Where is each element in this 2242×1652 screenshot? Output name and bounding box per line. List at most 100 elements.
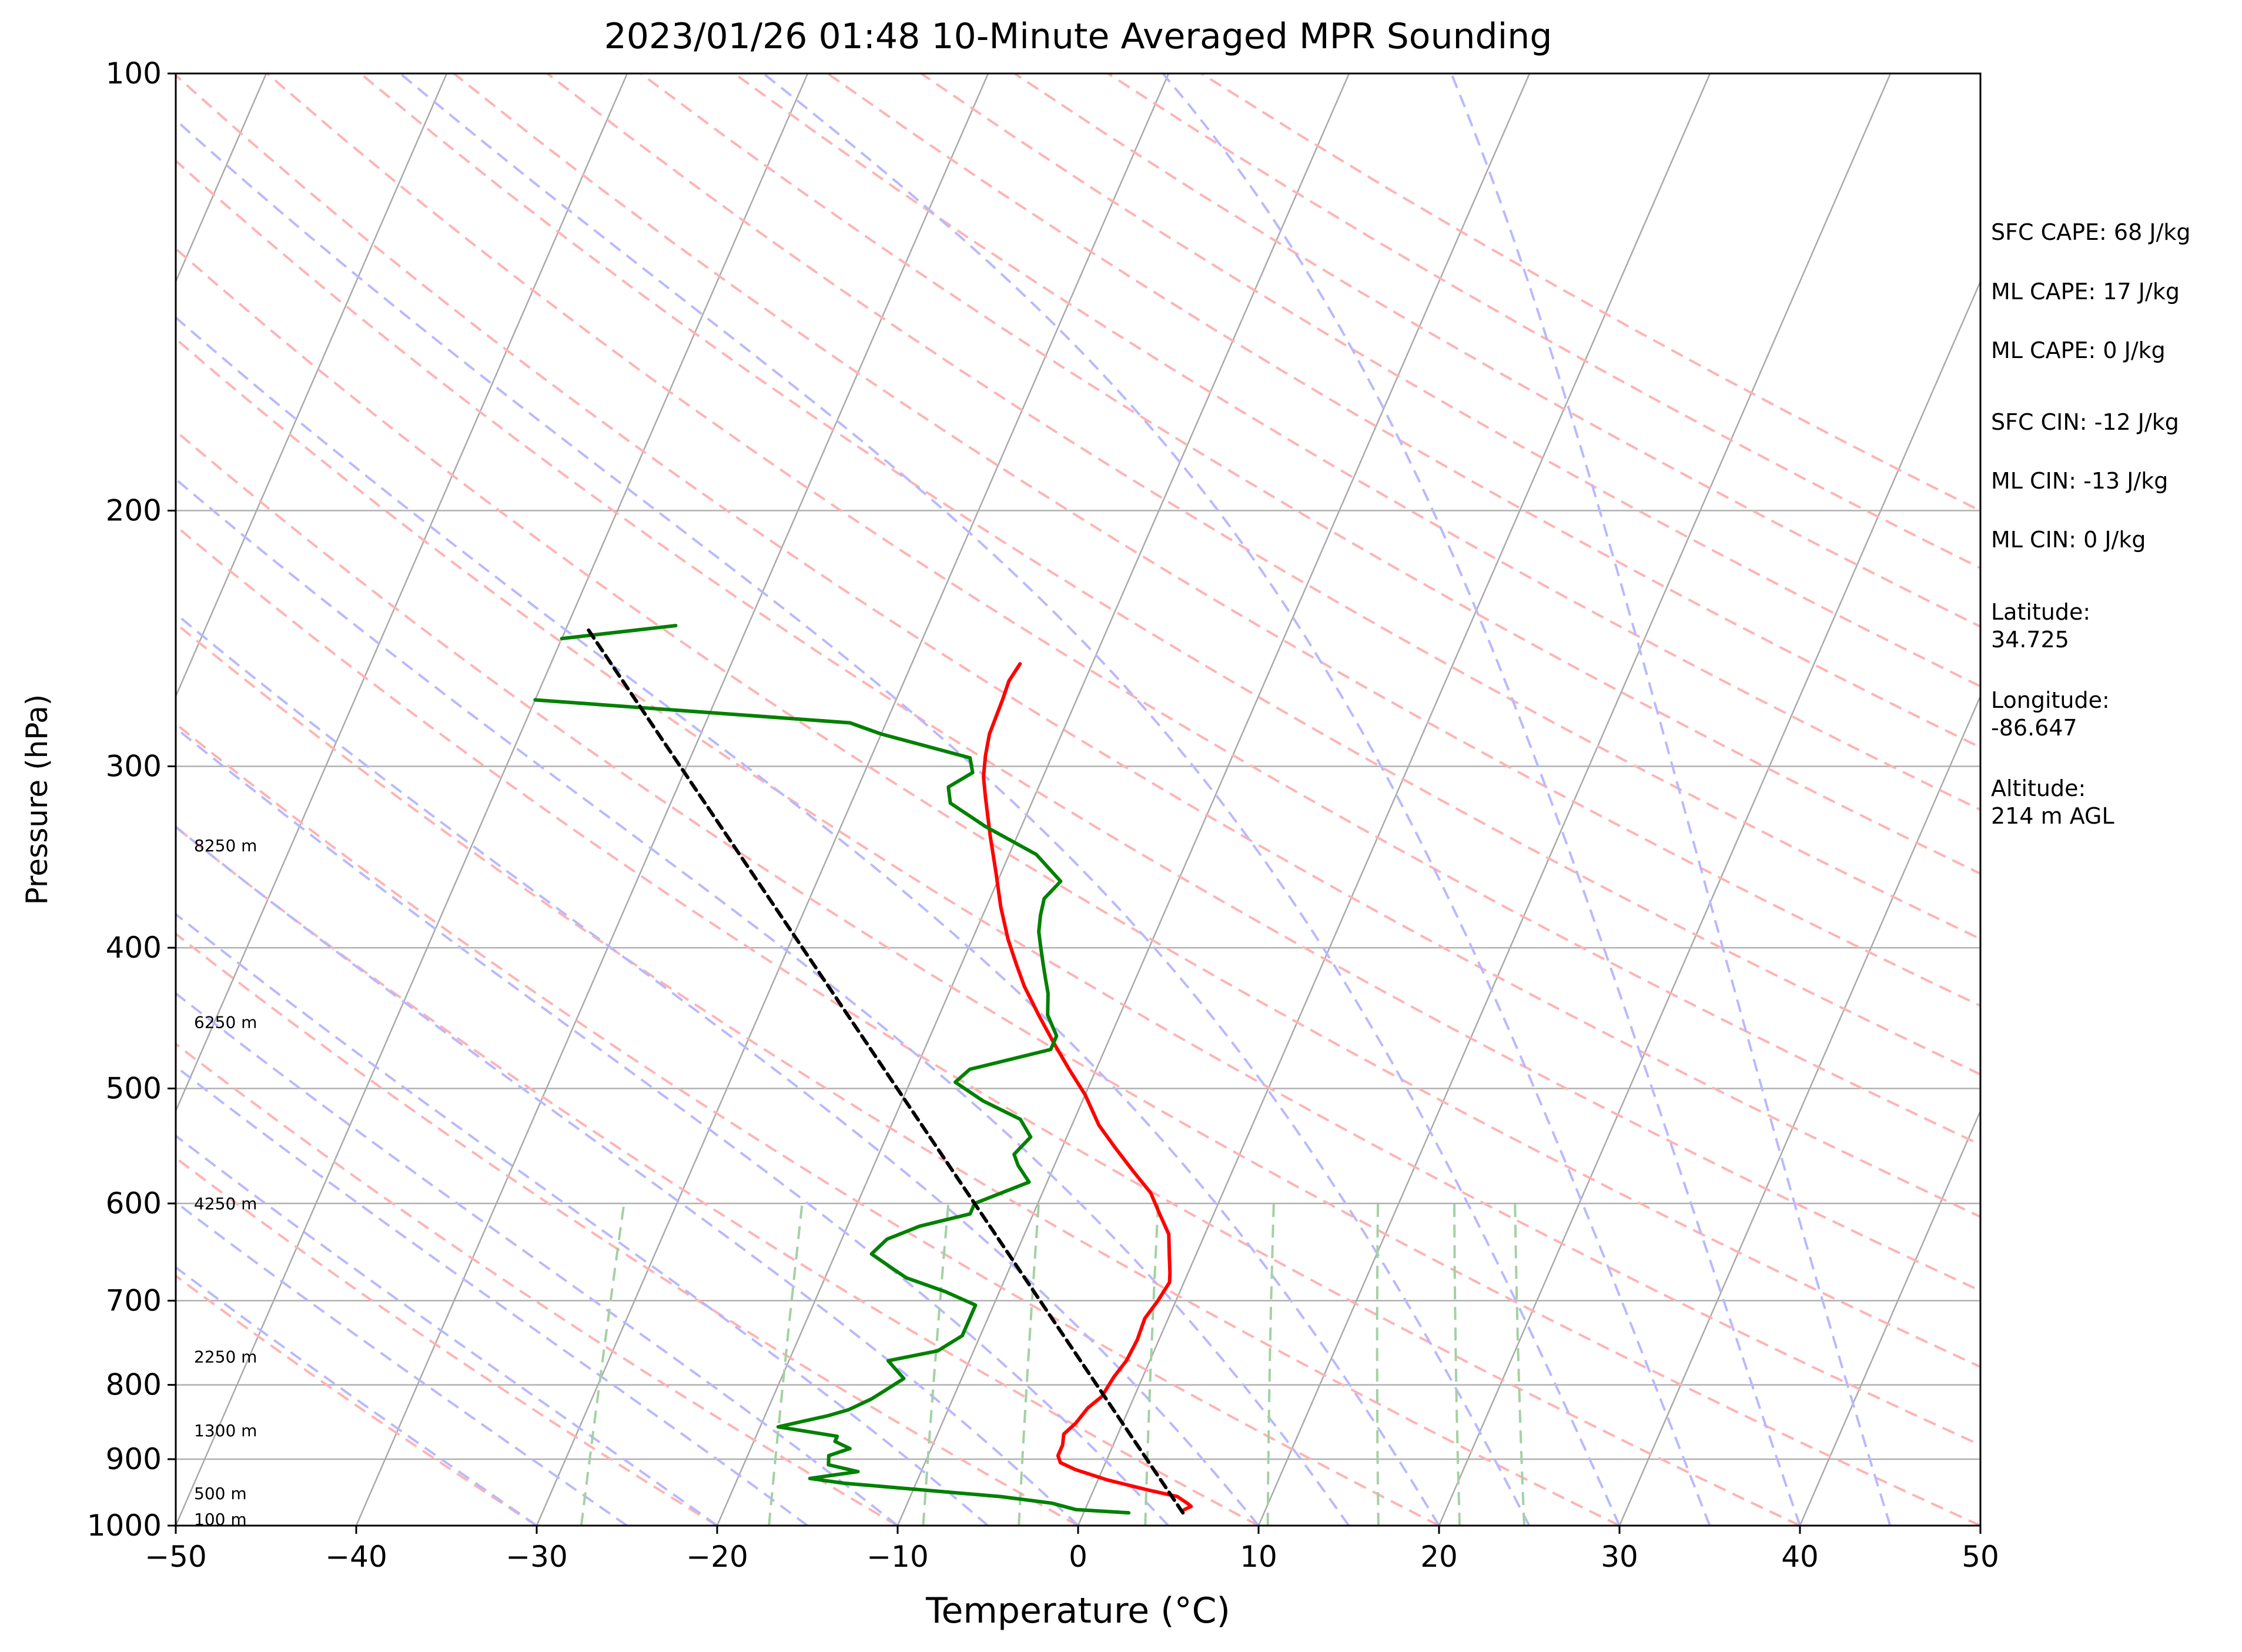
- dry-adiabat-line: [453, 73, 1980, 1008]
- temperature-line: [982, 662, 1193, 1511]
- moist-adiabat-line: [176, 912, 989, 1526]
- height-label: 500 m: [194, 1484, 247, 1503]
- ml-cin-text: ML CIN: -13 J/kg: [1991, 468, 2169, 494]
- x-tick-label: −30: [506, 1540, 568, 1574]
- height-label: 8250 m: [194, 836, 257, 855]
- dry-adiabat-line: [176, 159, 1980, 1292]
- isotherm-line: [355, 73, 989, 1526]
- dry-adiabat-line: [176, 73, 1980, 1218]
- y-axis-label: Pressure (hPa): [20, 694, 54, 905]
- y-tick-label: 100: [106, 56, 162, 91]
- dry-adiabat-line: [176, 247, 1980, 1369]
- x-tick-label: 10: [1240, 1540, 1277, 1574]
- dry-adiabat-line: [176, 1156, 718, 1526]
- dry-adiabat-line: [176, 337, 1980, 1447]
- moist-adiabat-line: [176, 1065, 808, 1526]
- moist-adiabat-line: [176, 1266, 538, 1526]
- moist-adiabat-line: [399, 73, 1621, 1526]
- moist-adiabat-line: [176, 118, 1531, 1526]
- height-label: 100 m: [194, 1510, 247, 1529]
- moist-adiabat-line: [762, 73, 1711, 1526]
- y-tick-label: 300: [106, 749, 162, 783]
- ml-cin-text: ML CIN: 0 J/kg: [1991, 527, 2146, 553]
- y-tick-label: 1000: [87, 1509, 162, 1543]
- sfc-cin-text: SFC CIN: -12 J/kg: [1991, 409, 2179, 435]
- dry-adiabat-line: [266, 73, 1980, 1146]
- isotherm-line: [176, 73, 809, 1526]
- chart-title: 2023/01/26 01:48 10-Minute Averaged MPR …: [604, 16, 1552, 57]
- dewpoint-line: [533, 698, 1131, 1515]
- dry-adiabat-line: [176, 1274, 538, 1526]
- moist-adiabat-line: [176, 612, 1260, 1526]
- height-label: 4250 m: [194, 1194, 257, 1213]
- isotherm-line: [716, 73, 1350, 1526]
- x-tick-label: 50: [1962, 1540, 1999, 1574]
- chart-axes: 100 m 500 m 1300 m 2250 m 4250 m 6250 m 8250 m…: [87, 56, 1999, 1574]
- mixing-ratio-line: [1144, 1203, 1160, 1526]
- mixing-ratio-line: [580, 1203, 625, 1526]
- sfc-cape-text: SFC CAPE: 68 J/kg: [1991, 219, 2191, 245]
- isotherm-line: [536, 73, 1170, 1526]
- parcel-line: [584, 624, 1185, 1515]
- moist-adiabat-line: [176, 825, 1079, 1526]
- dry-adiabat-line: [176, 722, 1440, 1526]
- moist-adiabat-line: [176, 316, 1440, 1526]
- x-tick-label: −40: [325, 1540, 387, 1574]
- dry-adiabat-line: [359, 73, 1980, 1076]
- isotherm-line: [896, 73, 1531, 1526]
- x-tick-label: 20: [1420, 1540, 1458, 1574]
- chart-grid: [176, 73, 1980, 1526]
- x-axis-label: Temperature (°C): [925, 1590, 1230, 1631]
- ml-cape-text: ML CAPE: 0 J/kg: [1991, 337, 2166, 363]
- y-tick-label: 400: [106, 931, 162, 965]
- moist-adiabat-line: [176, 477, 1350, 1526]
- height-label: 6250 m: [194, 1012, 257, 1032]
- dry-adiabat-line: [176, 621, 1620, 1526]
- dry-adiabat-line: [176, 825, 1259, 1526]
- dry-adiabat-line: [176, 932, 1079, 1526]
- y-tick-label: 900: [106, 1442, 162, 1476]
- x-tick-label: −20: [686, 1540, 748, 1574]
- moist-adiabat-line: [176, 1134, 718, 1526]
- isotherm-line: [176, 73, 448, 698]
- x-tick-label: −50: [145, 1540, 207, 1574]
- y-tick-label: 600: [106, 1186, 162, 1220]
- isotherm-line: [1618, 694, 1980, 1526]
- latitude-text: Latitude: 34.725: [1991, 599, 2091, 653]
- dry-adiabat-line: [826, 73, 1980, 749]
- y-tick-label: 500: [106, 1071, 162, 1105]
- y-tick-label: 200: [106, 494, 162, 528]
- mixing-ratio-line: [1514, 1203, 1525, 1526]
- x-tick-label: 40: [1781, 1540, 1819, 1574]
- mixing-ratio-line: [768, 1203, 804, 1526]
- isotherm-line: [1257, 73, 1892, 1526]
- longitude-text: Longitude: -86.647: [1991, 687, 2110, 741]
- moist-adiabat-line: [1450, 73, 1892, 1526]
- height-label: 1300 m: [194, 1421, 257, 1440]
- ml-cape-text: ML CAPE: 17 J/kg: [1991, 279, 2180, 305]
- plot-frame: [175, 72, 1982, 1527]
- mixing-ratio-line: [1266, 1203, 1275, 1526]
- isotherm-line: [1077, 73, 1711, 1526]
- mixing-ratio-line: [1376, 1203, 1380, 1526]
- altitude-text: Altitude: 214 m AGL: [1991, 775, 2114, 829]
- mixing-ratio-line: [922, 1203, 950, 1526]
- dry-adiabat-line: [546, 73, 1980, 941]
- chart-series: [533, 624, 1193, 1515]
- mixing-ratio-line: [1453, 1203, 1461, 1526]
- height-label: 2250 m: [194, 1347, 257, 1367]
- x-tick-label: 30: [1601, 1540, 1638, 1574]
- mixing-ratio-line: [1018, 1203, 1040, 1526]
- dry-adiabat-line: [176, 524, 1801, 1526]
- moist-adiabat-line: [1162, 73, 1801, 1526]
- isotherm-line: [1438, 279, 1980, 1526]
- isotherm-line: [1799, 1109, 1980, 1526]
- y-tick-label: 800: [106, 1368, 162, 1402]
- dry-adiabat-line: [733, 73, 1980, 811]
- dry-adiabat-line: [176, 429, 1980, 1526]
- isotherm-line: [176, 73, 628, 1113]
- x-tick-label: 0: [1069, 1540, 1087, 1574]
- y-tick-label: 700: [106, 1283, 162, 1317]
- moist-adiabat-line: [176, 992, 899, 1526]
